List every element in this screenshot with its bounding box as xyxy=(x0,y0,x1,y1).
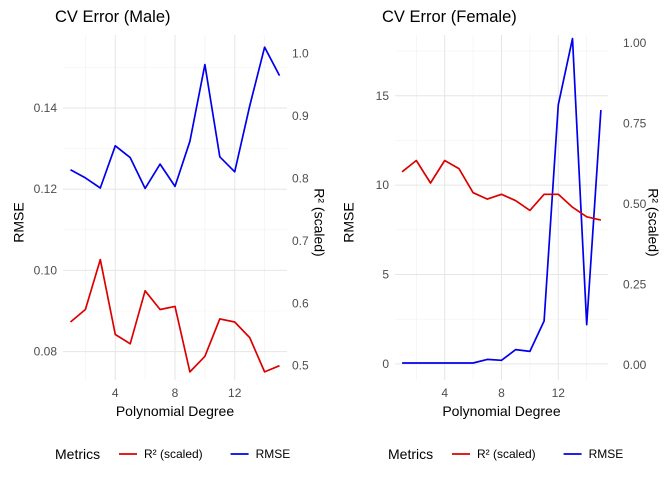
y2-axis-label: R² (scaled) xyxy=(645,188,661,256)
y2-tick-label: 1.00 xyxy=(623,36,647,50)
y-tick-label: 0 xyxy=(382,357,389,371)
x-axis-label: Polynomial Degree xyxy=(116,403,234,419)
chart-panel-1: 4 8 12 0.08 0.10 0.12 0.14 0.5 0.6 0.7 0.8 0.9 1.0 CV… xyxy=(11,8,328,462)
legend-item-label: R² (scaled) xyxy=(477,447,536,461)
x-axis-label: Polynomial Degree xyxy=(442,403,560,419)
y-axis-label: RMSE xyxy=(341,202,357,242)
y2-tick-label: 0.5 xyxy=(292,359,309,373)
y2-axis-label: R² (scaled) xyxy=(311,188,327,256)
x-tick-label: 4 xyxy=(441,386,448,400)
y-tick-label: 5 xyxy=(382,268,389,282)
legend-item-label: R² (scaled) xyxy=(144,447,203,461)
series-line-r2-scaled xyxy=(69,258,280,373)
y2-tick-label: 0.9 xyxy=(292,109,309,123)
y-axis-label: RMSE xyxy=(11,202,27,242)
legend-title: Metrics xyxy=(55,446,100,462)
chart-title: CV Error (Male) xyxy=(55,8,171,26)
y2-tick-label: 1.0 xyxy=(292,47,309,61)
series-line-rmse xyxy=(70,46,281,190)
x-tick-label: 8 xyxy=(172,386,179,400)
y-tick-label: 10 xyxy=(376,178,390,192)
legend-title: Metrics xyxy=(388,446,433,462)
chart-title: CV Error (Female) xyxy=(382,8,517,26)
y2-tick-label: 0.50 xyxy=(623,197,647,211)
y2-tick-label: 0.00 xyxy=(623,358,647,372)
y2-tick-label: 0.75 xyxy=(623,117,647,131)
y-tick-label: 0.08 xyxy=(34,345,58,359)
y-tick-label: 0.10 xyxy=(34,263,58,277)
legend: Metrics R² (scaled) RMSE xyxy=(388,446,623,462)
y2-tick-label: 0.25 xyxy=(623,277,647,291)
legend-item-label: RMSE xyxy=(256,447,291,461)
x-tick-label: 4 xyxy=(112,386,119,400)
y-tick-label: 15 xyxy=(376,89,390,103)
legend: Metrics R² (scaled) RMSE xyxy=(55,446,290,462)
y-tick-label: 0.12 xyxy=(34,182,58,196)
y2-tick-label: 0.6 xyxy=(292,296,309,310)
x-tick-label: 12 xyxy=(552,386,566,400)
x-tick-label: 8 xyxy=(498,386,505,400)
x-tick-label: 12 xyxy=(228,386,242,400)
series-line-r2-scaled xyxy=(401,159,602,221)
legend-item-label: RMSE xyxy=(589,447,624,461)
y2-tick-label: 0.7 xyxy=(292,234,309,248)
chart-panel-2: 4 8 12 0 5 10 15 0.00 0.25 0.50 0.75 1.00 CV Error (… xyxy=(341,8,662,462)
y-tick-label: 0.14 xyxy=(34,101,58,115)
y2-tick-label: 0.8 xyxy=(292,171,309,185)
series-line-rmse xyxy=(402,37,602,364)
